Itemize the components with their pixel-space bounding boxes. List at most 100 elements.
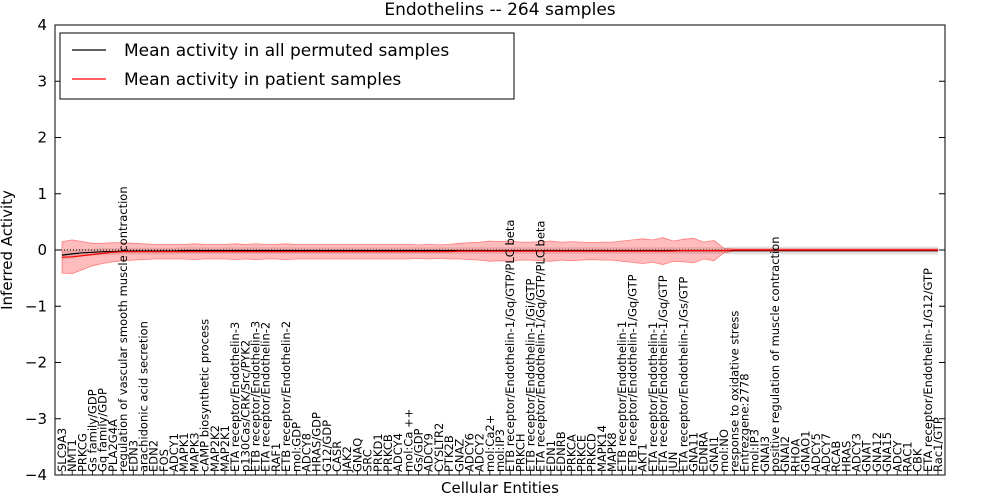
x-tick-label: ETA receptor/Endothelin-1/Gs/GTP bbox=[676, 277, 690, 472]
data-point-patient bbox=[713, 250, 714, 251]
x-tick-label: HRAS bbox=[839, 441, 853, 472]
data-point-permuted bbox=[438, 250, 439, 251]
data-point-patient bbox=[82, 255, 83, 256]
x-tick-label: FOS bbox=[157, 449, 171, 472]
plot-frame bbox=[54, 24, 946, 476]
data-point-patient bbox=[214, 251, 215, 252]
data-point-patient bbox=[887, 249, 888, 250]
x-tick-label: mol:Ca2+ bbox=[483, 415, 497, 472]
data-point-patient bbox=[550, 251, 551, 252]
x-tick-label: ADCY4 bbox=[391, 433, 405, 472]
data-point-permuted bbox=[245, 250, 246, 251]
data-point-patient bbox=[897, 249, 898, 250]
x-tick-label: mol:Ca ++ bbox=[401, 409, 415, 472]
data-point-patient bbox=[306, 251, 307, 252]
data-point-patient bbox=[92, 254, 93, 255]
x-tick-label: ADCY9 bbox=[422, 433, 436, 472]
x-tick-label: GNAQ bbox=[350, 438, 364, 472]
x-tick-label: G12/GDP bbox=[320, 420, 334, 472]
data-point-patient bbox=[530, 251, 531, 252]
y-axis-label: Inferred Activity bbox=[0, 190, 16, 310]
data-point-patient bbox=[61, 257, 62, 258]
data-point-patient bbox=[836, 249, 837, 250]
data-point-permuted bbox=[398, 250, 399, 251]
x-tick-label: regulation of vascular smooth muscle con… bbox=[116, 186, 130, 472]
x-tick-label: JUN bbox=[666, 452, 680, 473]
data-point-patient bbox=[173, 251, 174, 252]
data-point-patient bbox=[673, 251, 674, 252]
x-tick-label: p130Cas/CRK/Src/PYK2 bbox=[238, 340, 252, 472]
x-tick-label: ADCY1 bbox=[167, 433, 181, 472]
x-tick-label: HRAS/GDP bbox=[310, 412, 324, 472]
x-tick-label: ETA receptor/Endothelin-1 bbox=[646, 322, 660, 472]
y-tick-label: −1 bbox=[25, 297, 47, 315]
data-point-patient bbox=[611, 251, 612, 252]
x-tick-label: JAK2 bbox=[340, 446, 354, 473]
x-tick-label: GNAI2 bbox=[778, 436, 792, 472]
x-tick-label: PRKCG bbox=[75, 433, 89, 472]
x-tick-label: ETA receptor/Endothelin-1/G12/GTP bbox=[921, 268, 935, 472]
data-point-patient bbox=[398, 251, 399, 252]
x-tick-label: mol:IP3 bbox=[493, 429, 507, 472]
data-point-permuted bbox=[82, 252, 83, 253]
x-tick-label: ADCY7 bbox=[819, 433, 833, 472]
data-point-patient bbox=[184, 251, 185, 252]
x-tick-label: ETB receptor/Endothelin-3 bbox=[249, 321, 263, 472]
data-point-patient bbox=[163, 251, 164, 252]
data-point-patient bbox=[785, 249, 786, 250]
data-point-patient bbox=[224, 251, 225, 252]
chart-title: Endothelins -- 264 samples bbox=[384, 0, 615, 20]
data-point-patient bbox=[255, 251, 256, 252]
x-tick-label: ADCY2 bbox=[473, 433, 487, 472]
data-point-patient bbox=[724, 250, 725, 251]
data-point-patient bbox=[245, 251, 246, 252]
data-point-patient bbox=[917, 249, 918, 250]
x-tick-label: Entrezgene:2778 bbox=[738, 373, 752, 472]
data-point-patient bbox=[754, 249, 755, 250]
legend-label-permuted: Mean activity in all permuted samples bbox=[124, 41, 449, 61]
x-tick-label: CBK bbox=[911, 448, 925, 472]
x-tick-label: MAPK14 bbox=[595, 425, 609, 472]
x-tick-label: ETB receptor/Endothelin-1/Gi/GTP bbox=[524, 278, 538, 472]
data-point-patient bbox=[520, 251, 521, 252]
data-point-permuted bbox=[286, 250, 287, 251]
series-lines bbox=[61, 249, 938, 258]
data-point-patient bbox=[825, 249, 826, 250]
x-tick-label: Gs/GDP bbox=[412, 428, 426, 472]
data-point-permuted bbox=[347, 250, 348, 251]
data-point-patient bbox=[143, 251, 144, 252]
x-tick-label: NMT1 bbox=[65, 439, 79, 472]
data-point-patient bbox=[296, 251, 297, 252]
data-point-patient bbox=[815, 249, 816, 250]
data-point-patient bbox=[367, 251, 368, 252]
data-point-permuted bbox=[357, 250, 358, 251]
data-point-permuted bbox=[418, 250, 419, 251]
data-point-permuted bbox=[204, 250, 205, 251]
data-point-permuted bbox=[194, 250, 195, 251]
x-tick-label: ADCY6 bbox=[462, 433, 476, 472]
data-point-patient bbox=[846, 249, 847, 250]
data-point-permuted bbox=[184, 250, 185, 251]
data-point-patient bbox=[316, 251, 317, 252]
data-point-permuted bbox=[235, 250, 236, 251]
data-point-permuted bbox=[428, 250, 429, 251]
x-tick-label: GNA12 bbox=[870, 432, 884, 472]
data-point-patient bbox=[632, 251, 633, 252]
x-tick-label: MAP2K1 bbox=[218, 425, 232, 472]
x-tick-label: cAMP biosynthetic process bbox=[198, 319, 212, 472]
data-point-patient bbox=[581, 251, 582, 252]
data-point-patient bbox=[499, 251, 500, 252]
data-point-patient bbox=[347, 251, 348, 252]
data-point-patient bbox=[469, 251, 470, 252]
data-point-patient bbox=[866, 249, 867, 250]
data-point-permuted bbox=[224, 250, 225, 251]
data-point-patient bbox=[459, 251, 460, 252]
data-point-patient bbox=[703, 250, 704, 251]
x-tick-label: PLA2G4A bbox=[106, 419, 120, 472]
x-tick-label: ADCY5 bbox=[809, 433, 823, 472]
x-tick-label: GNAI1 bbox=[707, 436, 721, 472]
x-tick-label: GNA15 bbox=[880, 432, 894, 472]
x-tick-label: ADCY bbox=[890, 439, 904, 472]
x-tick-label: MAPK1 bbox=[177, 432, 191, 472]
data-point-patient bbox=[438, 251, 439, 252]
